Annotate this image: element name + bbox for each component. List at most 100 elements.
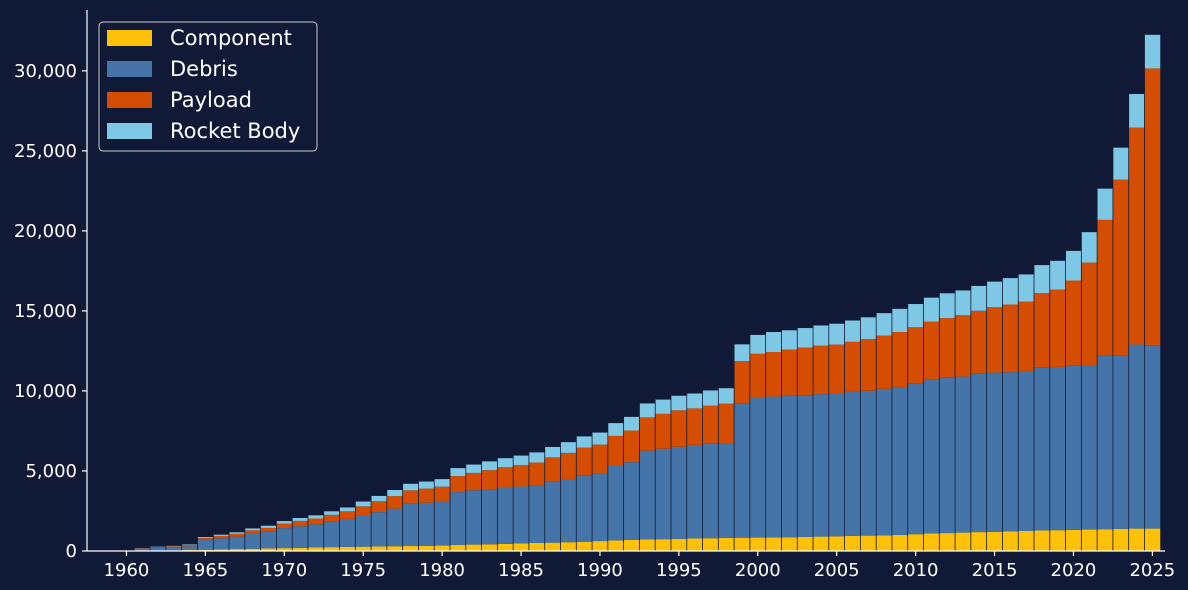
- bar-payload-1994: [655, 413, 671, 449]
- bar-debris-1987: [544, 481, 561, 543]
- bar-debris-1993: [639, 450, 656, 540]
- bar-rocket-body-1995: [670, 395, 687, 411]
- bar-debris-2021: [1081, 365, 1098, 530]
- bar-payload-2002: [781, 349, 798, 396]
- bar-component-1978: [402, 546, 419, 551]
- bar-debris-1969: [260, 531, 277, 549]
- bar-component-2015: [986, 531, 1003, 551]
- bar-rocket-body-1970: [276, 521, 293, 524]
- bar-debris-2016: [1002, 372, 1019, 532]
- bar-payload-1972: [307, 518, 324, 525]
- bar-payload-1969: [260, 527, 277, 532]
- x-tick-label-1960: 1960: [104, 560, 150, 581]
- bar-payload-1977: [386, 496, 403, 509]
- bar-debris-2013: [955, 376, 971, 533]
- bar-component-2023: [1112, 528, 1129, 551]
- bar-payload-2013: [955, 315, 971, 377]
- bar-component-2016: [1002, 531, 1019, 551]
- bar-component-2017: [1018, 530, 1034, 551]
- bar-payload-1997: [702, 405, 719, 444]
- bar-rocket-body-1977: [386, 490, 403, 497]
- bar-rocket-body-1993: [639, 403, 656, 418]
- x-tick-label-1990: 1990: [577, 560, 623, 581]
- bar-payload-2015: [986, 307, 1003, 373]
- bar-rocket-body-1979: [418, 481, 435, 489]
- bar-rocket-body-1965: [197, 537, 214, 539]
- bar-payload-2003: [797, 347, 814, 396]
- bar-rocket-body-1983: [481, 461, 498, 471]
- bar-payload-1986: [528, 462, 545, 486]
- bar-payload-1982: [465, 472, 482, 491]
- bar-debris-2000: [749, 397, 766, 538]
- bar-component-1983: [481, 544, 498, 551]
- bar-debris-1974: [339, 518, 356, 547]
- bar-component-1979: [418, 545, 435, 551]
- bar-payload-2000: [749, 353, 766, 398]
- bar-component-2019: [1049, 530, 1066, 551]
- bar-payload-1966: [213, 535, 230, 539]
- bar-component-1994: [655, 539, 671, 551]
- bar-component-1982: [465, 544, 482, 551]
- bar-component-2014: [970, 532, 987, 551]
- bar-rocket-body-2003: [797, 328, 814, 348]
- bar-component-2001: [765, 537, 782, 551]
- bar-rocket-body-2010: [907, 304, 924, 328]
- bar-payload-2023: [1112, 179, 1129, 356]
- bar-payload-1965: [197, 538, 214, 540]
- bar-payload-1998: [718, 403, 735, 444]
- bar-rocket-body-1999: [734, 344, 750, 362]
- bar-payload-1984: [497, 467, 514, 487]
- x-tick-label-2015: 2015: [972, 560, 1018, 581]
- bar-rocket-body-1980: [434, 479, 451, 487]
- bar-payload-1970: [276, 523, 293, 529]
- bar-rocket-body-2019: [1049, 260, 1066, 290]
- bar-debris-1964: [181, 546, 198, 551]
- y-tick-label-5000: 5,000: [25, 461, 77, 482]
- bar-component-1974: [339, 546, 356, 551]
- x-tick-label-2005: 2005: [814, 560, 860, 581]
- bar-payload-2009: [891, 332, 908, 387]
- bar-debris-2001: [765, 396, 782, 538]
- bar-component-1967: [229, 549, 245, 551]
- y-tick-label-0: 0: [66, 541, 77, 562]
- bar-payload-1963: [165, 546, 182, 548]
- legend-label-debris: Debris: [170, 57, 238, 81]
- bar-payload-1974: [339, 511, 356, 519]
- bar-rocket-body-1988: [560, 442, 577, 453]
- bar-payload-1978: [402, 490, 419, 504]
- legend-label-rocket-body: Rocket Body: [170, 119, 300, 143]
- bar-rocket-body-1998: [718, 388, 735, 404]
- bar-debris-1989: [576, 475, 593, 542]
- bar-debris-1975: [355, 515, 372, 547]
- bar-component-1980: [434, 545, 451, 551]
- bar-rocket-body-1964: [181, 544, 198, 546]
- bar-rocket-body-1981: [450, 468, 466, 477]
- bar-component-1985: [513, 543, 529, 551]
- bar-payload-1991: [607, 435, 624, 467]
- legend-swatch-payload: [107, 92, 152, 108]
- legend-swatch-rocket-body: [107, 123, 152, 139]
- bar-rocket-body-2001: [765, 332, 782, 353]
- legend-swatch-component: [107, 30, 152, 46]
- x-tick-label-2025: 2025: [1129, 560, 1175, 581]
- bar-debris-2023: [1112, 355, 1129, 529]
- bar-rocket-body-1971: [292, 518, 308, 521]
- bar-component-1981: [450, 544, 466, 551]
- bar-component-1975: [355, 546, 372, 551]
- bar-debris-1997: [702, 443, 719, 539]
- bar-rocket-body-2023: [1112, 147, 1129, 180]
- bar-debris-1981: [450, 492, 466, 545]
- bar-component-2004: [813, 536, 829, 551]
- bar-debris-2014: [970, 373, 987, 533]
- bar-debris-2024: [1128, 344, 1145, 529]
- bar-rocket-body-1986: [528, 452, 545, 463]
- bar-debris-1979: [418, 502, 435, 546]
- bar-debris-2011: [923, 379, 940, 534]
- bar-component-1996: [686, 538, 703, 551]
- bar-debris-1976: [371, 512, 387, 547]
- x-tick-label-1980: 1980: [419, 560, 465, 581]
- bar-payload-1968: [244, 530, 261, 534]
- bar-rocket-body-1982: [465, 464, 482, 473]
- bar-rocket-body-2011: [923, 297, 940, 322]
- legend-swatch-debris: [107, 61, 152, 77]
